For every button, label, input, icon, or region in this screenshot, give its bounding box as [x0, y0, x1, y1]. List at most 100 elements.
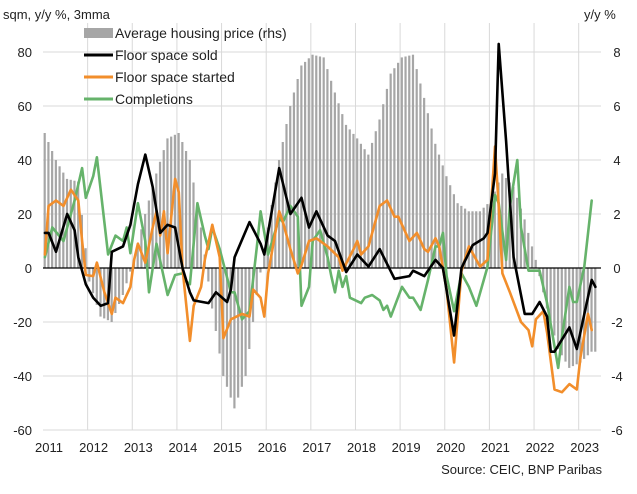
- housing-price-bar: [441, 165, 444, 268]
- housing-price-bar: [568, 268, 571, 368]
- housing-price-bar: [344, 124, 348, 269]
- housing-price-bar: [512, 187, 515, 268]
- housing-price-bar: [374, 131, 377, 268]
- housing-price-bar: [348, 129, 351, 268]
- right-tick-label: -2: [611, 315, 623, 330]
- housing-price-bar: [367, 154, 370, 268]
- housing-price-bar: [493, 191, 496, 268]
- right-tick-label: 8: [613, 45, 620, 60]
- housing-price-bar: [586, 268, 589, 356]
- housing-price-bar: [389, 73, 392, 268]
- housing-price-bar: [341, 114, 344, 268]
- housing-price-bar: [62, 172, 65, 268]
- x-tick-label: 2019: [392, 440, 421, 455]
- housing-price-bar: [408, 55, 411, 268]
- housing-price-bar: [534, 259, 537, 268]
- housing-price-bar: [199, 227, 203, 268]
- right-tick-label: -4: [611, 369, 623, 384]
- housing-price-bar: [449, 185, 452, 268]
- right-tick-label: 2: [613, 207, 620, 222]
- housing-price-bar: [84, 248, 87, 268]
- x-tick-label: 2011: [35, 440, 63, 455]
- x-tick-label: 2015: [213, 440, 242, 455]
- housing-price-bar: [129, 268, 132, 272]
- housing-price-bar: [471, 211, 474, 268]
- x-tick-label: 2014: [168, 440, 197, 455]
- housing-price-bar: [211, 268, 214, 309]
- right-tick-label: 4: [613, 153, 620, 168]
- housing-price-bar: [549, 268, 552, 322]
- x-tick-label: 2013: [124, 440, 153, 455]
- housing-price-bar: [579, 268, 582, 363]
- housing-price-bar: [121, 268, 124, 295]
- x-tick-label: 2020: [436, 440, 465, 455]
- legend-label: Floor space sold: [115, 47, 218, 63]
- housing-price-bar: [590, 268, 593, 352]
- housing-price-bar: [218, 268, 221, 354]
- housing-price-bar: [77, 181, 80, 268]
- housing-price-bar: [263, 250, 266, 268]
- housing-price-bar: [404, 56, 407, 268]
- x-tick-label: 2018: [347, 440, 376, 455]
- housing-price-bar: [196, 205, 199, 268]
- housing-price-bar: [571, 268, 575, 367]
- housing-price-bar: [322, 57, 325, 269]
- housing-price-bar: [504, 178, 508, 268]
- left-tick-label: 80: [18, 45, 32, 60]
- housing-price-bar: [125, 268, 128, 284]
- x-tick-label: 2021: [481, 440, 510, 455]
- housing-price-bar: [486, 204, 489, 268]
- housing-price-bar: [382, 104, 385, 268]
- housing-price-bar: [467, 211, 470, 268]
- housing-price-bar: [594, 268, 597, 352]
- legend-label: Completions: [115, 91, 193, 107]
- housing-price-bar: [51, 151, 54, 268]
- housing-price-bar: [460, 205, 463, 268]
- right-tick-label: 0: [613, 261, 620, 276]
- legend-item: Floor space started: [84, 69, 235, 85]
- housing-price-bar: [147, 200, 150, 268]
- left-axis-label: sqm, y/y %, 3mma: [3, 7, 111, 22]
- housing-price-bar: [516, 197, 519, 268]
- housing-price-bar: [73, 180, 76, 268]
- housing-price-bar: [556, 268, 560, 349]
- legend-swatch-bar: [84, 28, 113, 38]
- legend: Average housing price (rhs) Floor space s…: [84, 25, 287, 107]
- left-tick-label: -20: [13, 315, 32, 330]
- housing-price-bar: [393, 68, 396, 268]
- housing-price-bar: [110, 268, 113, 322]
- legend-label: Floor space started: [115, 69, 235, 85]
- housing-price-bar: [170, 136, 173, 268]
- housing-price-bar: [296, 79, 299, 268]
- legend-item: Average housing price (rhs): [84, 25, 287, 41]
- housing-price-bar: [527, 232, 530, 268]
- housing-price-bar: [545, 268, 548, 309]
- x-tick-label: 2023: [570, 440, 599, 455]
- source-note: Source: CEIC, BNP Paribas: [441, 462, 602, 477]
- housing-price-bar: [519, 208, 522, 268]
- housing-price-bar: [136, 244, 139, 268]
- housing-price-bar: [289, 106, 292, 268]
- x-tick-label: 2012: [79, 440, 108, 455]
- housing-price-bar: [378, 119, 381, 268]
- housing-price-bar: [430, 128, 433, 268]
- housing-price-bar: [363, 149, 366, 268]
- housing-price-bar: [359, 143, 362, 268]
- housing-price-bar: [184, 151, 188, 268]
- floor-space-startedline: [43, 145, 593, 394]
- housing-price-bar: [240, 268, 243, 387]
- housing-price-bar: [419, 83, 422, 268]
- housing-price-bar: [304, 61, 307, 269]
- housing-price-bar: [434, 143, 437, 268]
- housing-price-bar: [452, 194, 455, 268]
- housing-price-bar: [244, 268, 247, 376]
- housing-price-bar: [274, 182, 277, 268]
- left-tick-label: 20: [18, 207, 32, 222]
- housing-price-bar: [530, 246, 534, 268]
- housing-price-bar: [542, 268, 545, 293]
- legend-item: Floor space sold: [84, 47, 218, 63]
- housing-price-bar: [400, 57, 403, 269]
- housing-price-bar: [575, 268, 578, 365]
